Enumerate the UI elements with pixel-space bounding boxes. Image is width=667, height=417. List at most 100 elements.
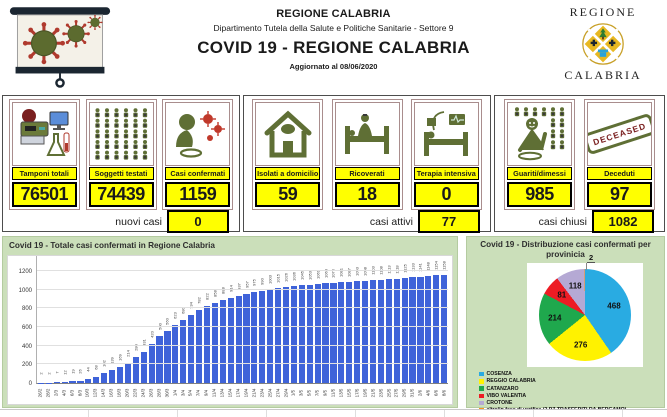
legend-item: CROTONE [479,400,660,406]
legend-label: CATANZARO [487,386,519,392]
x-tick: 4/3 [60,384,68,404]
legend-swatch-icon [479,386,484,391]
bar [291,286,297,383]
stat-label: Tamponi totali [12,167,77,180]
casi-attivi-summary: casi attivi 77 [244,210,490,237]
y-tick-label: 600 [22,325,32,331]
bar [322,283,328,383]
bar [315,284,321,383]
hospital-bed-icon [335,102,400,166]
pie-outside-value-label: 2 [587,253,595,263]
bar-chart-title: Covid 19 - Totale casi confermati in Reg… [3,237,457,250]
x-tick: 17/5 [353,384,361,404]
legend-item: CATANZARO [479,386,660,392]
bar [275,288,281,383]
stat-card-guariti: Guariti/dimessi 985 [504,99,575,210]
stat-label: Isolati a domicilio [255,167,320,180]
gridline [37,326,448,327]
bar [85,379,91,383]
bar [425,276,431,383]
x-tick: 3/5 [297,384,305,404]
deceased-stamp-text: DECEASED [587,113,652,156]
x-tick: 14/3 [99,384,107,404]
bar [101,373,107,383]
bar-plot: 2271219264468102139169214280331420500560… [36,256,448,384]
province-distribution-pie-chart: Covid 19 - Distribuzione casi confermati… [466,236,665,408]
bar [54,382,60,383]
bar-value-label: 1003 [268,275,273,284]
department: Dipartimento Tutela della Salute e Polit… [125,23,542,33]
y-tick-label: 800 [22,306,32,312]
bar [378,280,384,383]
report-header: REGIONE CALABRIA Dipartimento Tutela del… [125,8,542,71]
legend-swatch-icon [479,379,484,384]
x-tick: 26/3 [147,384,155,404]
bar-value-label: 2 [46,372,51,374]
bar-value-label: 44 [86,367,91,371]
x-tick: 1/4 [171,384,179,404]
x-tick: 26/2 [36,384,44,404]
x-tick: 18/3 [115,384,123,404]
bar [370,280,376,383]
x-tick: 31/5 [408,384,416,404]
x-tick: 27/4 [274,384,282,404]
x-tick: 7/4 [194,384,202,404]
bar-value-label: 782 [197,297,202,304]
bar-value-label: 560 [165,318,170,325]
bar-value-label: 2 [38,372,43,374]
stat-value: 985 [507,182,572,207]
x-tick: 17/4 [234,384,242,404]
stat-label: Deceduti [587,167,652,180]
stat-card-soggetti: Soggetti testati 74439 [86,99,157,210]
bar [338,282,344,383]
gridline [37,270,448,271]
x-tick: 27/5 [392,384,400,404]
bar [346,282,352,383]
stat-label: Ricoverati [335,167,400,180]
stats-row: Tamponi totali 76501 Soggetti testati 74 [2,95,665,232]
stat-label: Soggetti testati [89,167,154,180]
bar [156,336,162,383]
x-tick: 6/3 [68,384,76,404]
bar [172,325,178,383]
x-tick: 7/5 [313,384,321,404]
bar-value-label: 1015 [276,274,281,283]
x-tick: 15/4 [226,384,234,404]
bar [394,279,400,383]
bar [93,377,99,383]
x-tick: 4/6 [424,384,432,404]
x-tick: 2/3 [52,384,60,404]
x-tick: 12/3 [91,384,99,404]
bar [212,303,218,383]
bar-value-label: 1158 [442,261,447,270]
bar [362,281,368,383]
x-tick: 11/5 [329,384,337,404]
confirmed-cases-group: Tamponi totali 76501 Soggetti testati 74 [2,95,240,232]
x-tick: 16/3 [107,384,115,404]
summary-value: 1082 [592,210,654,233]
bar [354,281,360,383]
stat-value: 74439 [89,182,154,207]
bar-value-label: 420 [149,331,154,338]
bar [117,367,123,383]
x-tick: 29/4 [282,384,290,404]
bar [330,283,336,383]
bar-value-label: 1154 [434,261,439,270]
bar-value-label: 1087 [347,268,352,277]
stat-card-ricoverati: Ricoverati 18 [332,99,403,210]
bar-value-label: 169 [118,354,123,361]
legend-swatch-icon [479,372,484,377]
x-tick: 13/4 [218,384,226,404]
regione-calabria-logo: REGIONE CALABRIA [545,5,661,83]
bar [283,287,289,383]
gridline [37,345,448,346]
recovered-person-icon [507,102,572,166]
x-tick: 10/3 [84,384,92,404]
stat-card-tamponi: Tamponi totali 76501 [9,99,80,210]
x-tick: 25/4 [266,384,274,404]
bar-value-label: 1036 [291,272,296,281]
updated-date: Aggiornato al 08/06/2020 [125,62,542,71]
y-tick-label: 0 [29,381,32,387]
